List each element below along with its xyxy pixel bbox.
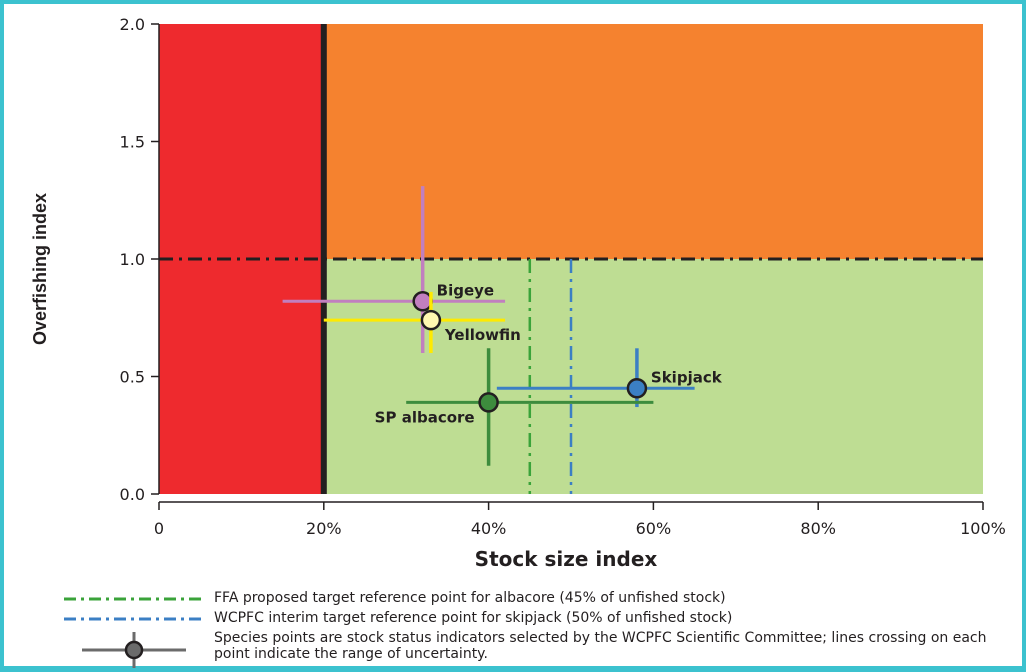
y-tick-label-2.0: 2.0 (120, 15, 145, 34)
x-tick-label-0: 0 (154, 519, 164, 538)
point-label-yellowfin: Yellowfin (444, 326, 521, 344)
point-label-sp-albacore: SP albacore (375, 408, 475, 426)
y-tick-label-0.5: 0.5 (120, 368, 145, 387)
y-tick-label-1.5: 1.5 (120, 133, 145, 152)
x-tick-label-100: 100% (960, 519, 1006, 538)
region-overfishing (323, 24, 983, 259)
legend-item-skipjack-ref: WCPFC interim target reference point for… (64, 610, 1024, 628)
point-bigeye (412, 291, 433, 312)
point-yellowfin (420, 309, 442, 331)
legend-species-point-icon (82, 632, 186, 668)
legend: FFA proposed target reference point for … (64, 590, 1024, 672)
legend-albacore-line-icon (64, 597, 204, 601)
x-tick-label-20: 20% (306, 519, 342, 538)
point-label-bigeye: Bigeye (437, 281, 494, 299)
x-tick-label-40: 40% (471, 519, 507, 538)
legend-albacore-text: FFA proposed target reference point for … (214, 590, 726, 606)
region-overfished (159, 24, 324, 494)
y-tick-label-0.0: 0.0 (120, 485, 145, 504)
point-label-skipjack: Skipjack (651, 368, 723, 386)
legend-skipjack-text: WCPFC interim target reference point for… (214, 610, 733, 626)
legend-item-albacore-ref: FFA proposed target reference point for … (64, 590, 1024, 608)
x-tick-label-80: 80% (800, 519, 836, 538)
region-healthy (323, 259, 983, 494)
x-axis-title: Stock size index (475, 547, 658, 571)
legend-species-text: Species points are stock status indicato… (214, 630, 987, 662)
kobe-plot: 0 20% 40% 60% 80% 100% 0.0 0.5 1.0 1.5 2.0 Stock si… (30, 15, 1006, 571)
y-axis-title: Overfishing index (30, 193, 50, 345)
point-skipjack (626, 378, 648, 399)
legend-skipjack-line-icon (64, 617, 204, 621)
figure-frame: 0 20% 40% 60% 80% 100% 0.0 0.5 1.0 1.5 2.0 Stock si… (4, 4, 1022, 668)
legend-item-species-points: Species points are stock status indicato… (64, 630, 1024, 670)
point-sp-albacore (478, 392, 499, 413)
y-tick-label-1.0: 1.0 (120, 250, 145, 269)
x-tick-label-60: 60% (636, 519, 672, 538)
